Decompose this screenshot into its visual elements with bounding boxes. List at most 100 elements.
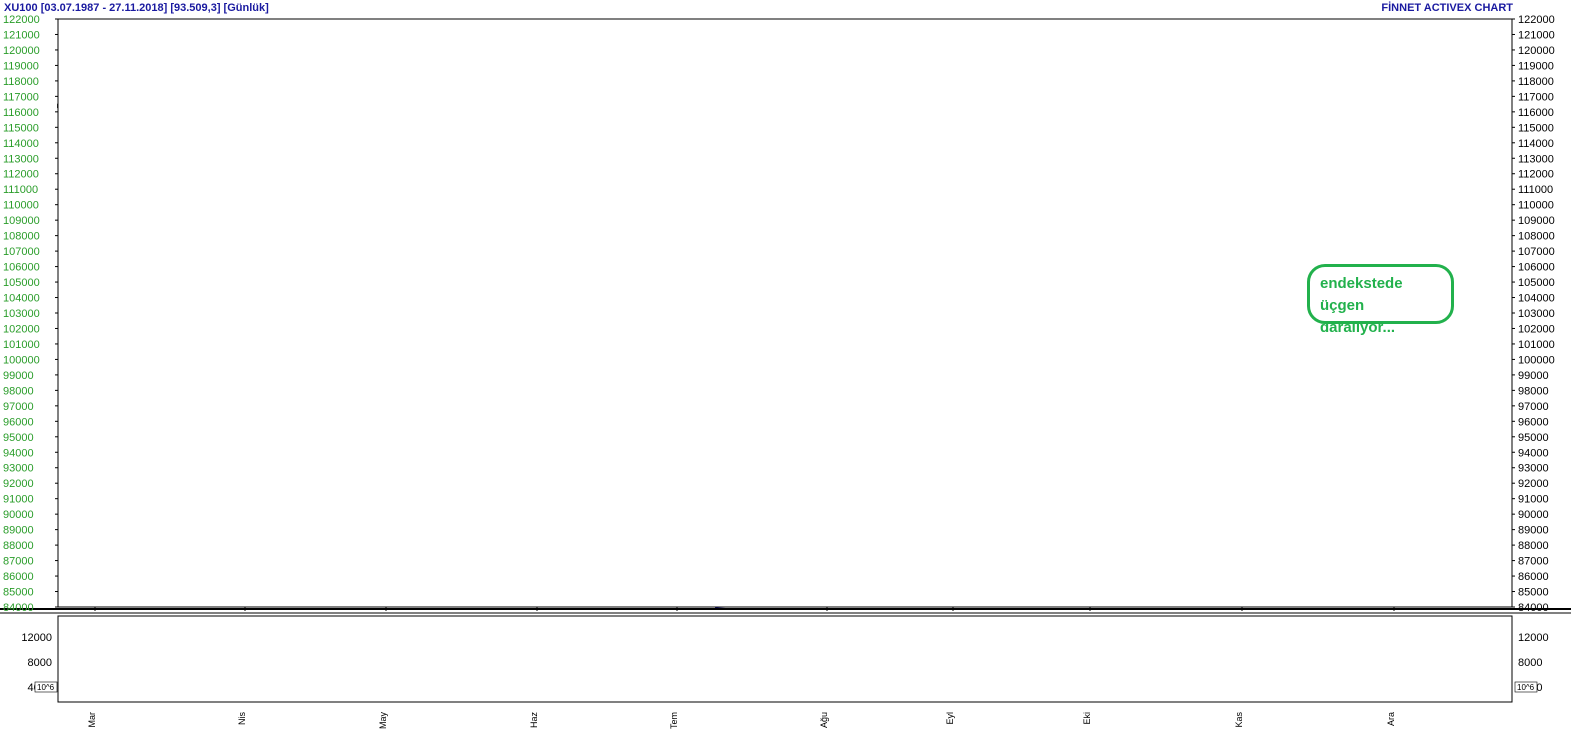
y-tick-label-right: 92000 — [1518, 478, 1549, 490]
y-tick-label-left: 116000 — [3, 107, 39, 119]
y-tick-label-right: 107000 — [1518, 246, 1555, 258]
y-tick-label-left: 113000 — [3, 153, 39, 165]
y-tick-label-right: 93000 — [1518, 463, 1549, 475]
y-tick-label-left: 105000 — [3, 277, 40, 289]
y-tick-label-right: 120000 — [1518, 45, 1555, 57]
y-tick-label-left: 99000 — [3, 370, 34, 382]
y-tick-label-right: 101000 — [1518, 339, 1555, 351]
y-tick-label-left: 102000 — [3, 323, 40, 335]
x-month-label: Eki — [1082, 712, 1092, 725]
volume-unit-label: 10^6 — [37, 683, 55, 692]
y-tick-label-left: 94000 — [3, 447, 34, 459]
y-tick-label-left: 111000 — [3, 184, 38, 196]
y-tick-label-right: 109000 — [1518, 215, 1555, 227]
x-month-label: Eyl — [945, 712, 955, 725]
y-tick-label-left: 95000 — [3, 432, 34, 444]
y-tick-label-left: 97000 — [3, 401, 34, 413]
annotation-line-2: daralıyor... — [1320, 319, 1396, 336]
y-tick-label-right: 91000 — [1518, 494, 1549, 506]
y-tick-label-left: 88000 — [3, 540, 34, 552]
y-tick-label-right: 89000 — [1518, 525, 1549, 537]
y-tick-label-right: 99000 — [1518, 370, 1549, 382]
y-tick-label-left: 118000 — [3, 76, 39, 88]
x-month-label: May — [378, 712, 388, 730]
y-tick-label-left: 91000 — [3, 494, 34, 506]
y-tick-label-left: 108000 — [3, 231, 40, 243]
y-tick-label-right: 85000 — [1518, 587, 1549, 599]
y-tick-label-right: 113000 — [1518, 153, 1554, 165]
y-tick-label-right: 96000 — [1518, 416, 1549, 428]
y-tick-label-right: 103000 — [1518, 308, 1555, 320]
y-tick-label-left: 117000 — [3, 91, 39, 103]
chart-header-right: FİNNET ACTIVEX CHART — [1381, 2, 1513, 14]
y-tick-label-left: 92000 — [3, 478, 34, 490]
y-tick-label-right: 121000 — [1518, 29, 1555, 41]
x-month-label: Mar — [87, 712, 97, 728]
volume-unit-box — [34, 681, 58, 693]
volume-frame — [57, 615, 1513, 703]
y-tick-label-left: 84000 — [3, 602, 34, 614]
y-tick-label-right: 114000 — [1518, 138, 1554, 150]
y-tick-label-left: 112000 — [3, 169, 39, 181]
y-tick-label-left: 106000 — [3, 262, 40, 274]
y-tick-label-right: 84000 — [1518, 602, 1549, 614]
y-tick-label-right: 108000 — [1518, 231, 1555, 243]
y-tick-label-right: 116000 — [1518, 107, 1554, 119]
y-tick-label-left: 100000 — [3, 354, 40, 366]
y-tick-label-left: 119000 — [3, 60, 39, 72]
y-tick-label-right: 111000 — [1518, 184, 1553, 196]
y-tick-label-left: 101000 — [3, 339, 40, 351]
y-tick-label-right: 90000 — [1518, 509, 1549, 521]
y-tick-label-left: 114000 — [3, 138, 39, 150]
volume-unit-box — [1514, 681, 1538, 693]
y-tick-label-left: 121000 — [3, 29, 40, 41]
y-tick-label-right: 95000 — [1518, 432, 1549, 444]
y-tick-label-right: 117000 — [1518, 91, 1554, 103]
axes-layer: 122000 122000 121000 121000 120000 120000 1190… — [0, 14, 1571, 729]
y-tick-label-left: 87000 — [3, 556, 34, 568]
y-tick-label-left: 85000 — [3, 587, 34, 599]
annotation-line-1: endekstede üçgen — [1320, 275, 1403, 314]
y-tick-label-left: 96000 — [3, 416, 34, 428]
y-tick-label-left: 110000 — [3, 200, 39, 212]
y-tick-label-right: 112000 — [1518, 169, 1554, 181]
chart-header-left: XU100 [03.07.1987 - 27.11.2018] [93.509,… — [4, 2, 269, 14]
volume-tick-label-left: 12000 — [21, 632, 52, 644]
y-tick-label-right: 118000 — [1518, 76, 1554, 88]
x-month-label: Nis — [237, 712, 247, 725]
y-tick-label-left: 93000 — [3, 463, 34, 475]
y-tick-label-right: 115000 — [1518, 122, 1554, 134]
annotation-callout: endekstede üçgen daralıyor... — [1307, 264, 1454, 336]
y-tick-label-right: 98000 — [1518, 385, 1549, 397]
y-tick-label-left: 109000 — [3, 215, 40, 227]
volume-unit-label: 10^6 — [1517, 683, 1535, 692]
x-month-label: Haz — [529, 712, 539, 729]
x-month-label: Ara — [1386, 712, 1396, 726]
y-tick-label-left: 89000 — [3, 525, 34, 537]
y-tick-label-right: 102000 — [1518, 323, 1555, 335]
y-tick-label-right: 87000 — [1518, 556, 1549, 568]
volume-tick-label-left: 8000 — [28, 657, 52, 669]
x-month-label: Ağu — [819, 712, 829, 728]
y-tick-label-left: 86000 — [3, 571, 34, 583]
y-tick-label-left: 103000 — [3, 308, 40, 320]
volume-tick-label-right: 8000 — [1518, 657, 1542, 669]
y-tick-label-right: 105000 — [1518, 277, 1555, 289]
y-tick-label-right: 122000 — [1518, 14, 1555, 26]
y-tick-label-right: 86000 — [1518, 571, 1549, 583]
y-tick-label-left: 104000 — [3, 293, 40, 305]
y-tick-label-right: 97000 — [1518, 401, 1549, 413]
y-tick-label-right: 94000 — [1518, 447, 1549, 459]
y-tick-label-right: 119000 — [1518, 60, 1554, 72]
y-tick-label-left: 98000 — [3, 385, 34, 397]
y-tick-label-left: 120000 — [3, 45, 40, 57]
y-tick-label-left: 122000 — [3, 14, 40, 26]
y-tick-label-right: 100000 — [1518, 354, 1555, 366]
y-tick-label-left: 90000 — [3, 509, 34, 521]
y-tick-label-right: 110000 — [1518, 200, 1554, 212]
x-month-label: Tem — [669, 712, 679, 729]
x-month-label: Kas — [1234, 712, 1244, 728]
price-frame — [57, 18, 1513, 608]
y-tick-label-left: 107000 — [3, 246, 40, 258]
y-tick-label-right: 104000 — [1518, 293, 1555, 305]
